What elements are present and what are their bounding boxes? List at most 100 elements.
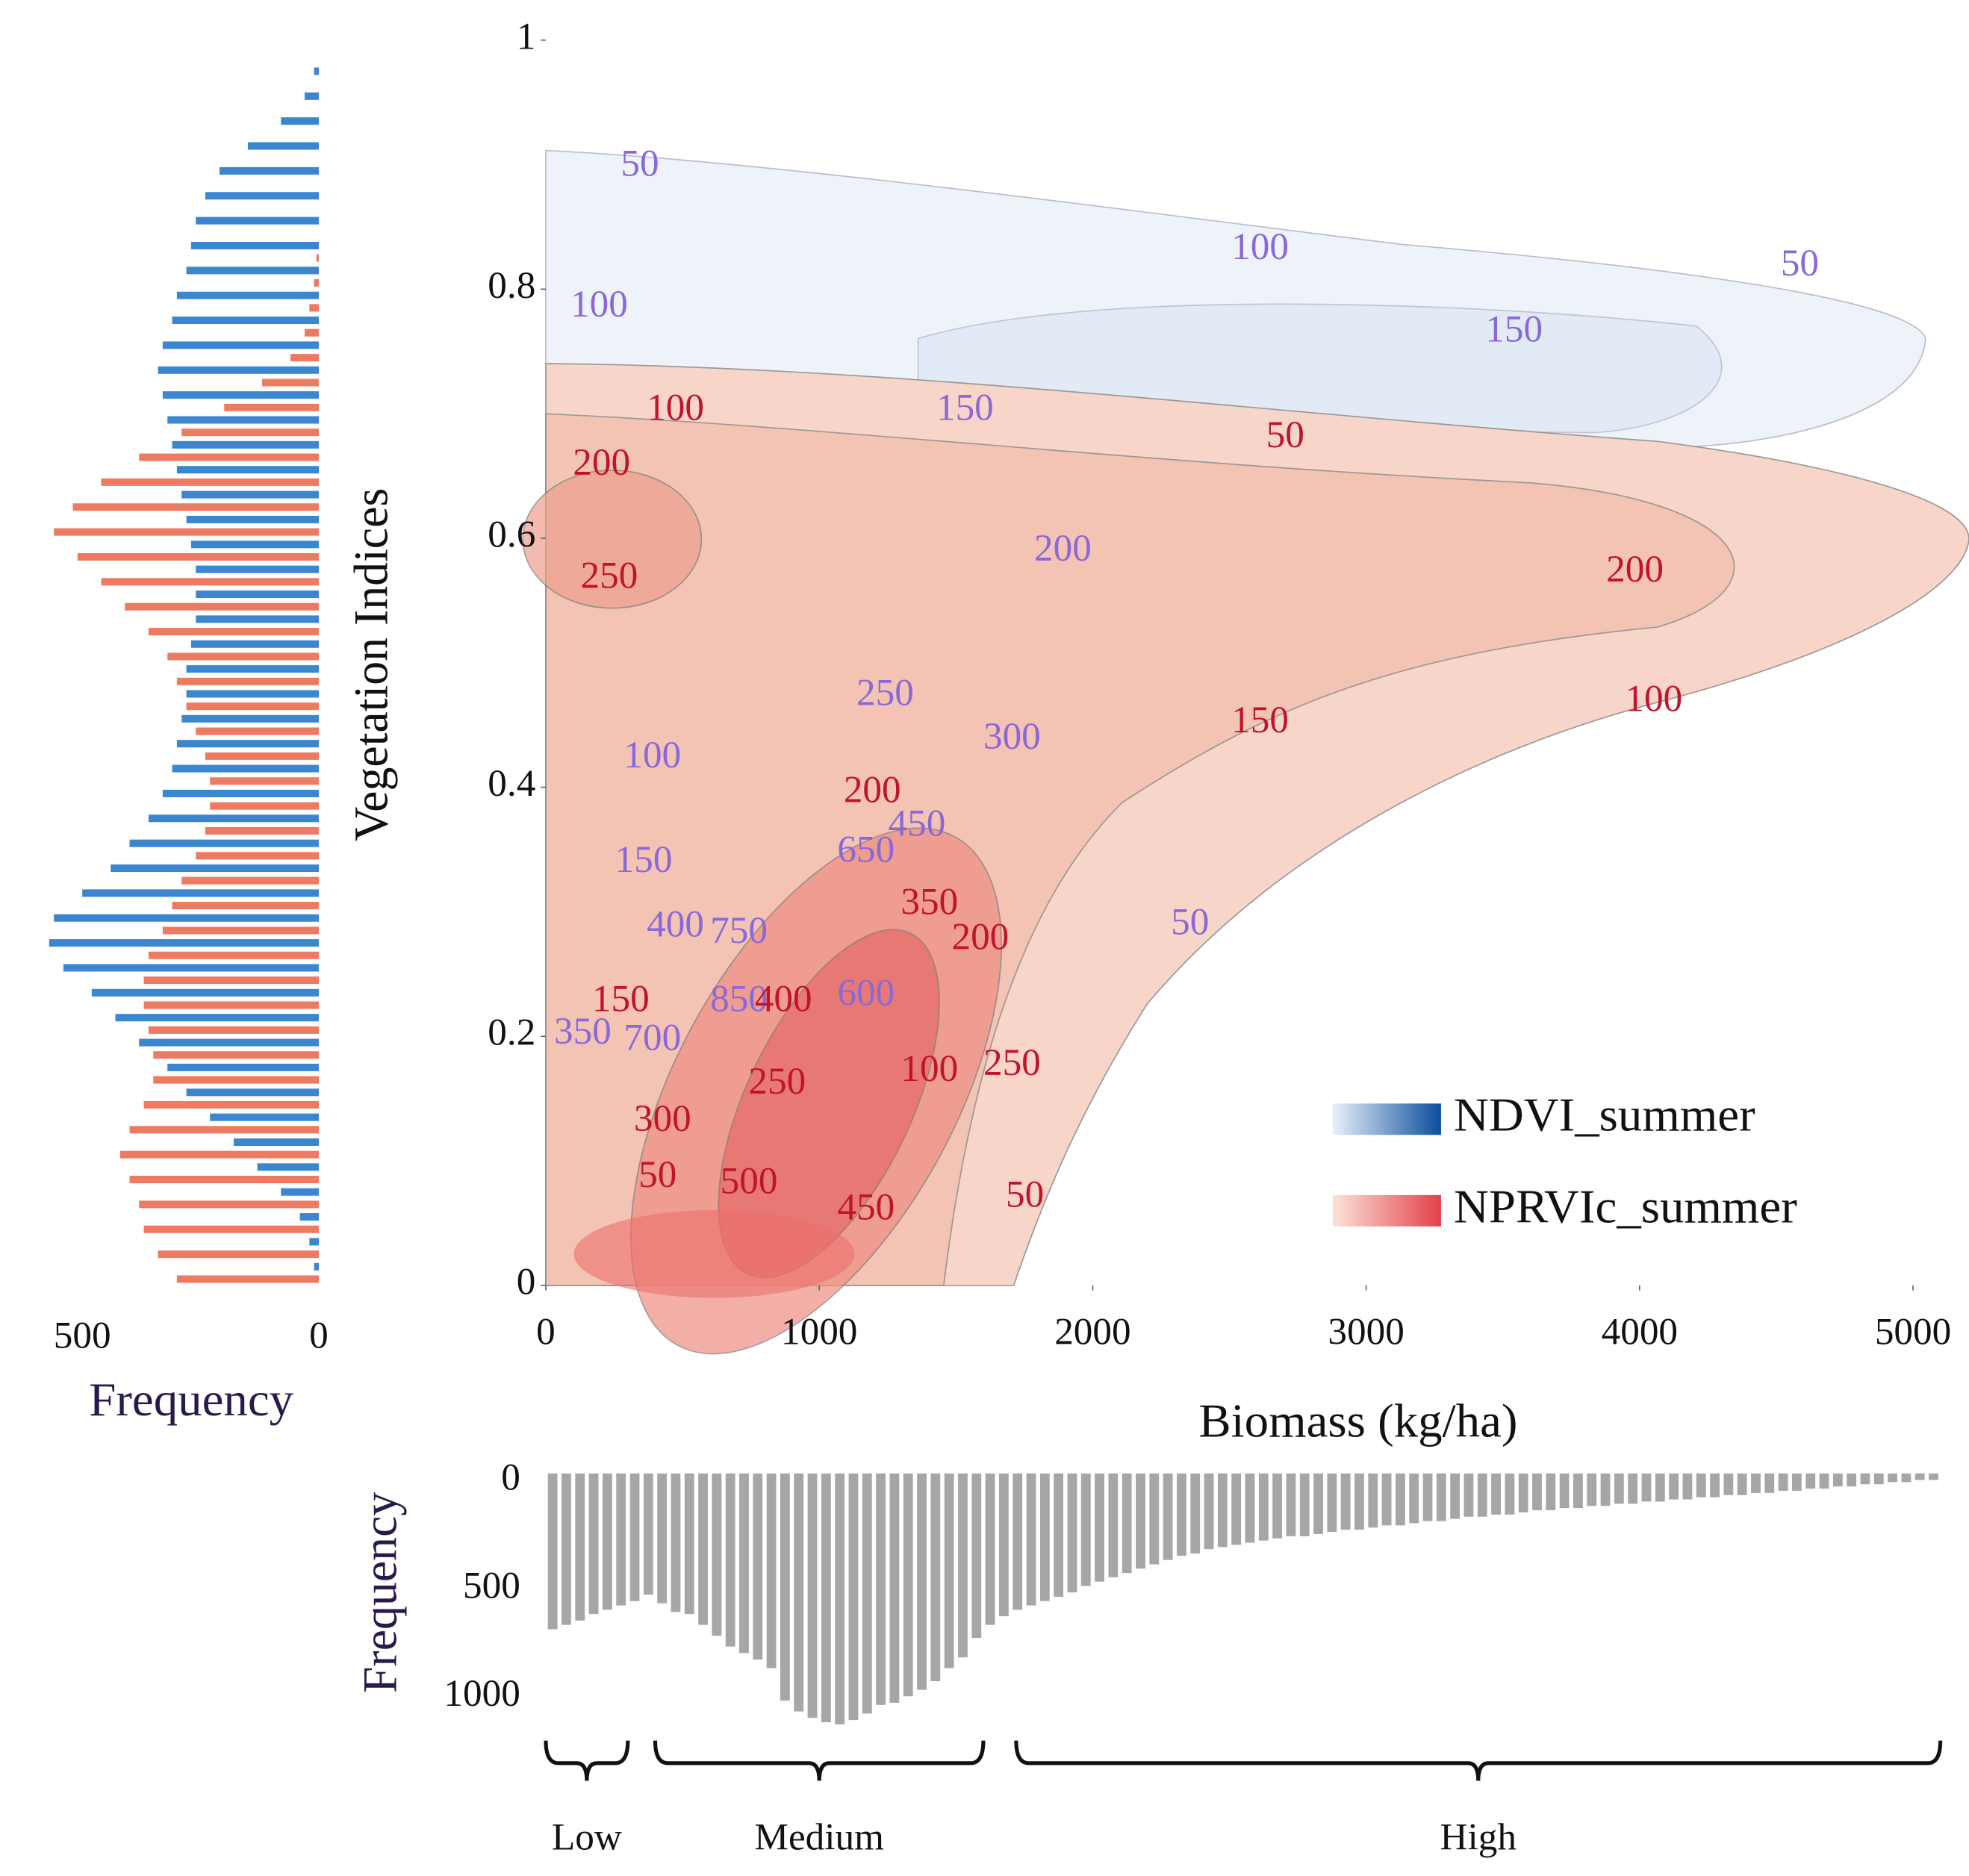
contour-label: 250 [983,1041,1041,1083]
histogram-bar [1587,1473,1597,1506]
histogram-bar [643,1473,653,1595]
histogram-bar [1286,1473,1296,1536]
histogram-bar [629,1473,640,1601]
contour-label: 50 [1171,901,1209,943]
histogram-bar [210,1113,319,1121]
histogram-bar [186,690,319,698]
y-tick-label: 0.6 [488,514,535,555]
histogram-bar [1792,1473,1802,1491]
histogram-bar [1067,1473,1077,1593]
histogram-bar [167,652,319,661]
histogram-bar [1628,1473,1638,1504]
histogram-bar [219,166,319,175]
x-tick-label: 0 [536,1311,556,1353]
contour-label: 450 [889,803,946,844]
histogram-bar [862,1473,872,1714]
histogram-bar [1491,1473,1501,1515]
contour-label: 50 [620,143,659,184]
histogram-bar [101,478,319,486]
histogram-bar [1368,1473,1378,1528]
histogram-bar [304,92,319,100]
histogram-bar [753,1473,763,1660]
histogram-bar [848,1473,859,1721]
histogram-bar [54,528,319,536]
histogram-bar [1122,1473,1132,1574]
histogram-bar [158,1250,319,1259]
histogram-bar [1600,1473,1611,1506]
histogram-bar [1641,1473,1652,1502]
histogram-bar [314,67,319,75]
histogram-bar [143,1225,319,1233]
histogram-bar [233,1138,319,1146]
histogram-bar [958,1473,968,1658]
histogram-bar [1095,1473,1104,1582]
histogram-bar [143,976,319,985]
histogram-bar [143,1001,319,1009]
legend-swatch [1332,1194,1441,1227]
histogram-bar [77,552,319,561]
x-axis-label: Frequency [89,1374,293,1426]
histogram-bar [176,1275,319,1283]
contour-label: 50 [1266,414,1304,455]
histogram-bar [1395,1473,1405,1526]
histogram-bar [903,1473,913,1697]
histogram-bar [835,1473,845,1724]
x-axis-label: Biomass (kg/ha) [1198,1394,1517,1447]
histogram-bar [1436,1473,1446,1521]
contour-label: 150 [1485,308,1543,350]
histogram-bar [821,1473,831,1723]
contour-label: 100 [570,283,628,325]
y-tick-label: 0 [517,1261,536,1303]
histogram-bar [148,951,319,959]
histogram-bar [1054,1473,1064,1597]
contour-label: 100 [1625,678,1682,720]
group-label: Low [552,1816,622,1858]
histogram-bar [725,1473,735,1647]
legend-swatch [1332,1103,1441,1135]
y-tick-label: 0.8 [488,264,535,306]
contour-label: 100 [647,387,704,429]
histogram-bar [739,1473,749,1654]
histogram-bar [1710,1473,1720,1498]
histogram-bar [1463,1473,1474,1517]
contour-label: 200 [951,916,1009,958]
histogram-bar [257,1163,319,1171]
contour-label: 100 [623,734,681,776]
histogram-bar [698,1473,708,1625]
contour-label: 50 [638,1153,676,1195]
histogram-bar [588,1473,599,1615]
histogram-bar [162,391,319,399]
y-tick-label: 1000 [444,1673,520,1715]
histogram-bar [1764,1473,1775,1493]
contour-label: 50 [1781,242,1819,284]
histogram-bar [186,1088,319,1097]
histogram-bar [63,964,319,972]
histogram-bar [176,740,319,748]
histogram-bar [82,889,319,897]
histogram-bar [1901,1473,1912,1483]
legend: NDVI_summer NPRVIc_summer [1332,1088,1797,1233]
histogram-bar [314,279,319,287]
histogram-bar [196,852,319,860]
histogram-bar [167,1063,319,1071]
histogram-bar [1313,1473,1323,1534]
y-tick-label: 500 [463,1565,520,1607]
histogram-bar [1559,1473,1570,1509]
histogram-bar [712,1473,722,1636]
contour-label: 250 [748,1060,806,1102]
group-label: High [1440,1816,1517,1858]
histogram-bar [602,1473,612,1610]
y-tick-label: 0 [501,1456,520,1498]
contour-label: 300 [634,1097,691,1139]
contour-label: 250 [581,555,638,596]
histogram-bar [125,602,319,611]
histogram-bar [1778,1473,1788,1491]
histogram-bar [1532,1473,1542,1511]
legend-label: NPRVIc_summer [1454,1180,1797,1233]
histogram-bar [181,490,319,499]
contour-label: 350 [900,881,958,923]
contour-label: 700 [623,1017,681,1059]
histogram-bar [1696,1473,1706,1498]
